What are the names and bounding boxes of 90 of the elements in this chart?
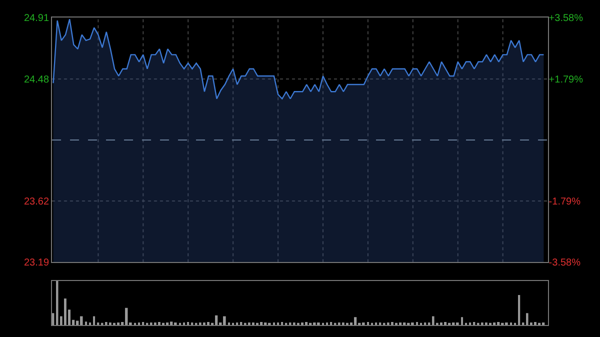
bar — [277, 322, 280, 326]
bar — [326, 322, 328, 326]
bar — [281, 322, 284, 326]
bar — [97, 322, 100, 326]
bar — [313, 322, 316, 326]
bar — [473, 322, 476, 326]
bar — [399, 322, 402, 326]
bar — [444, 322, 447, 326]
bar — [191, 322, 194, 326]
bar — [64, 298, 66, 326]
bar — [76, 320, 79, 326]
bar — [493, 322, 496, 326]
bar — [228, 322, 230, 326]
bar — [260, 322, 263, 326]
bar — [89, 322, 92, 326]
bar — [215, 315, 218, 326]
bar — [293, 322, 296, 326]
bar — [117, 322, 120, 326]
bar — [416, 322, 418, 326]
bar — [85, 322, 88, 326]
bar — [252, 322, 254, 326]
bar — [461, 317, 464, 326]
bar — [432, 316, 434, 326]
bar — [342, 322, 344, 326]
bar — [338, 322, 340, 326]
bar — [207, 322, 210, 326]
y-tick-label: 24.48 — [24, 74, 50, 86]
bar — [158, 322, 160, 326]
bar — [305, 322, 308, 326]
bar — [518, 294, 520, 326]
bar — [526, 313, 528, 326]
bar — [362, 322, 365, 326]
bar — [93, 316, 96, 326]
bar — [317, 322, 320, 326]
bar — [497, 322, 500, 326]
bar — [142, 322, 144, 326]
bar — [199, 322, 202, 326]
bar — [187, 322, 190, 326]
bar — [505, 322, 508, 326]
bar — [236, 322, 238, 326]
bar — [297, 322, 300, 326]
bar — [273, 322, 276, 326]
bar — [485, 322, 488, 326]
bar — [125, 308, 128, 326]
bar — [489, 322, 492, 326]
bar — [481, 322, 484, 326]
bar — [538, 322, 541, 326]
bar — [440, 322, 442, 326]
bar — [244, 322, 246, 326]
bar — [407, 322, 410, 326]
bar — [510, 322, 512, 326]
bar — [80, 316, 83, 326]
bar — [501, 322, 504, 326]
y-tick-label: 23.19 — [24, 258, 50, 269]
y2-tick-label: -1.79% — [548, 196, 581, 208]
y-tick-label: 23.62 — [24, 196, 50, 208]
y2-tick-label: +3.58% — [548, 13, 584, 24]
bar — [424, 322, 426, 326]
bar — [174, 322, 177, 326]
bar — [301, 322, 304, 326]
bar — [183, 322, 186, 326]
bar — [154, 322, 156, 326]
bar — [223, 316, 226, 326]
y-tick-label: 24.91 — [24, 13, 50, 24]
bar — [387, 322, 390, 326]
bar — [354, 317, 357, 326]
bar — [170, 322, 173, 326]
bar — [248, 322, 250, 326]
bar — [330, 322, 332, 326]
bar — [534, 322, 536, 326]
bar — [162, 322, 165, 326]
bar — [469, 322, 472, 326]
bar — [346, 322, 348, 326]
bar — [56, 280, 58, 326]
bar — [113, 322, 116, 326]
bar — [411, 322, 414, 326]
bar — [105, 322, 108, 326]
bar — [203, 322, 206, 326]
bar — [456, 322, 459, 326]
y2-tick-label: +1.79% — [548, 74, 584, 86]
bar — [391, 322, 394, 326]
bar — [150, 322, 152, 326]
bar — [375, 322, 378, 326]
bar — [367, 322, 370, 326]
bar — [395, 322, 398, 326]
bar — [109, 322, 112, 326]
y2-tick-label: -3.58% — [548, 258, 581, 269]
bar — [268, 322, 271, 326]
bar — [256, 322, 259, 326]
bar — [138, 322, 140, 326]
